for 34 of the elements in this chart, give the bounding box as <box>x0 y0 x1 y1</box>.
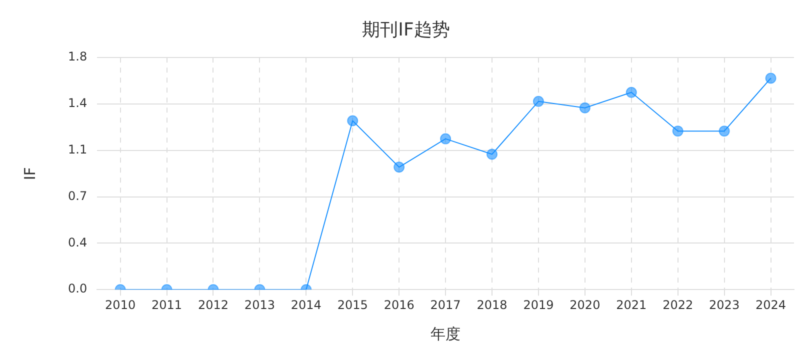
x-tick-label: 2013 <box>244 298 275 312</box>
x-tick-label: 2011 <box>152 298 182 312</box>
x-tick-label: 2018 <box>476 298 508 312</box>
point <box>440 133 452 144</box>
point <box>718 126 730 137</box>
point <box>532 96 544 107</box>
point <box>394 162 405 173</box>
y-axis-title: IF <box>20 167 39 180</box>
x-tick-label: 2024 <box>755 298 786 312</box>
y-tick-label: 1.8 <box>68 50 88 64</box>
x-tick-label: 2012 <box>198 298 229 312</box>
y-tick-label: 1.4 <box>68 96 88 110</box>
x-tick-label: 2016 <box>384 298 414 312</box>
chart-title: 期刊IF趋势 <box>362 19 450 40</box>
x-tick-label: 2022 <box>662 298 694 312</box>
point <box>579 102 590 114</box>
y-tick-label: 0.4 <box>68 235 88 250</box>
y-tick-label: 0.0 <box>68 282 88 296</box>
point <box>672 126 684 137</box>
x-axis-title: 年度 <box>430 324 461 343</box>
point <box>626 86 637 98</box>
x-tick-label: 2014 <box>290 298 322 312</box>
x-tick-label: 2010 <box>105 298 136 312</box>
y-tick-label: 0.7 <box>68 188 88 203</box>
point <box>765 72 776 84</box>
point <box>486 148 498 160</box>
x-tick-label: 2023 <box>709 298 740 312</box>
point <box>347 115 358 126</box>
x-tick-label: 2021 <box>616 298 647 312</box>
x-tick-label: 2020 <box>570 298 600 312</box>
x-tick-label: 2019 <box>523 298 554 312</box>
x-tick-label: 2015 <box>337 298 368 312</box>
y-tick-label: 1.1 <box>68 142 88 157</box>
x-tick-label: 2017 <box>430 298 461 312</box>
